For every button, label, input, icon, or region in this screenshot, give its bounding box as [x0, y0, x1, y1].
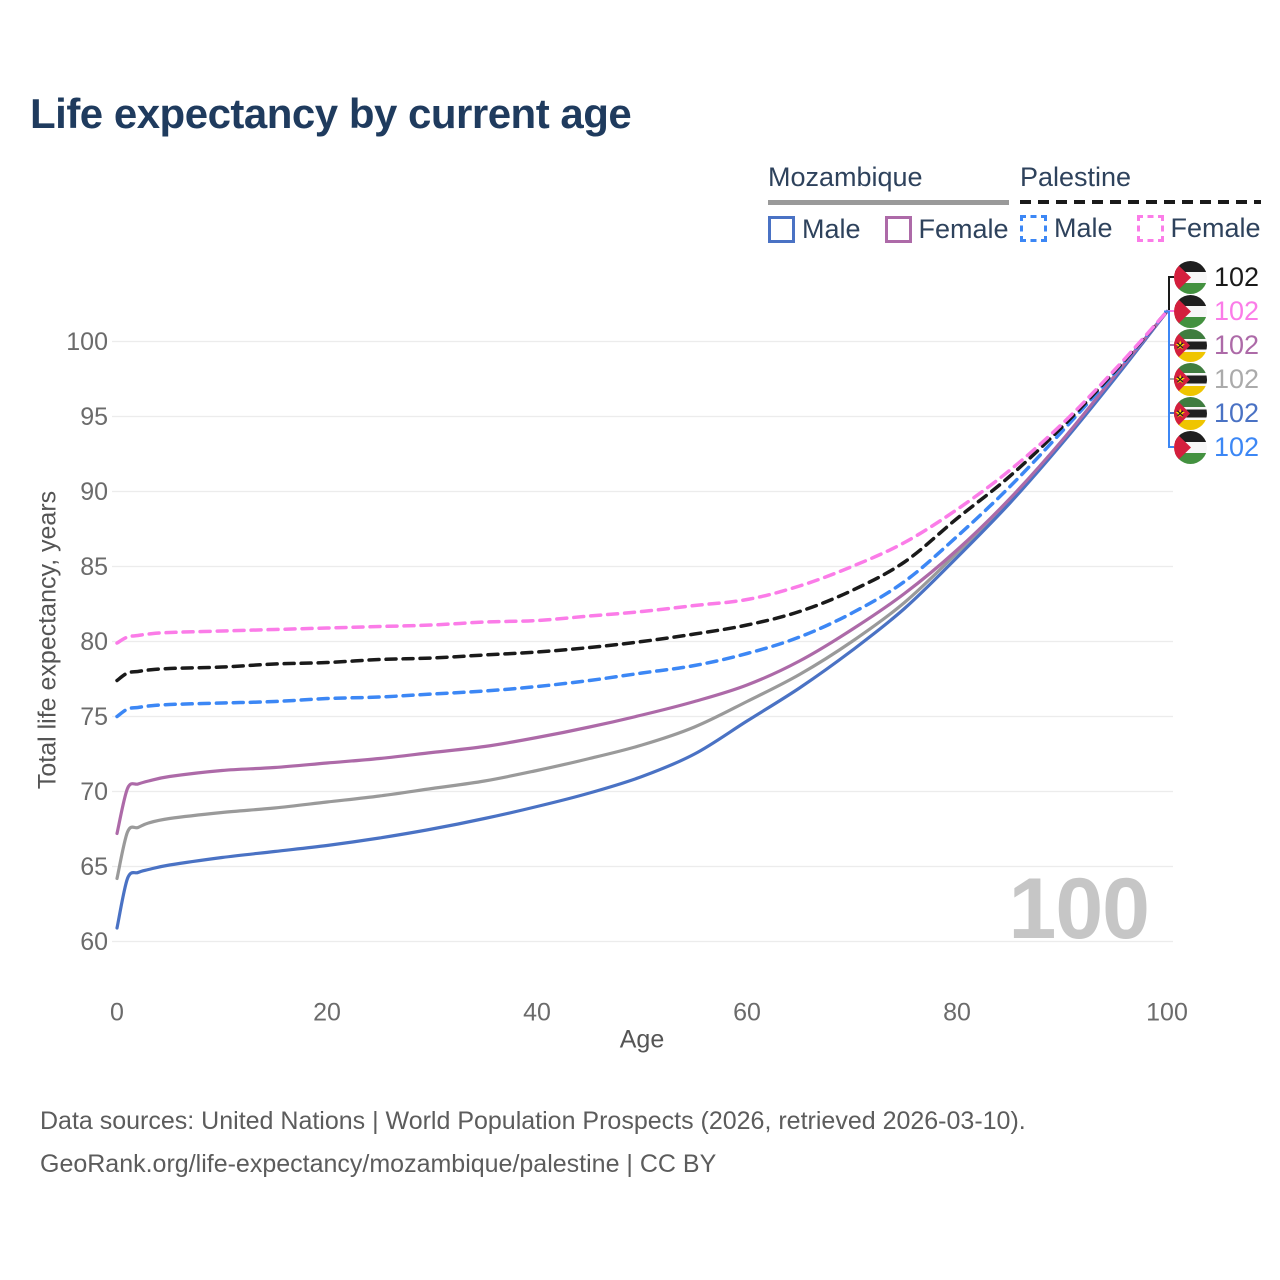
palestine-male-swatch — [1020, 215, 1047, 242]
y-tick-60: 60 — [80, 927, 108, 956]
page-title: Life expectancy by current age — [30, 90, 632, 137]
footer-site-link[interactable]: GeoRank.org/life-expectancy/mozambique/p… — [40, 1150, 717, 1178]
leader-line-pal-both — [1164, 276, 1174, 313]
x-tick-60: 60 — [733, 998, 761, 1027]
series-line-moz-both — [115, 309, 1169, 881]
legend-item-palestine-male: Male — [1020, 213, 1113, 244]
palestine-flag-icon — [1174, 430, 1207, 464]
x-tick-80: 80 — [943, 998, 971, 1027]
legend-label-mozambique-female: Female — [918, 214, 1009, 244]
palestine-flag-circle — [1174, 294, 1207, 328]
end-label-row-pal-male: 102 — [1174, 430, 1260, 464]
palestine-female-swatch — [1136, 215, 1164, 242]
end-value-pal-both: 102 — [1214, 261, 1260, 292]
legend-item-mozambique-male: Male — [768, 214, 861, 245]
y-tick-95: 95 — [80, 402, 108, 431]
legend-country-palestine: Palestine — [1020, 162, 1132, 192]
leader-line-pal-male — [1164, 310, 1174, 448]
mozambique-flag-icon — [1174, 328, 1207, 362]
palestine-flag-circle — [1174, 260, 1207, 294]
end-label-row-moz-both: 102 — [1174, 362, 1260, 396]
legend-country-mozambique: Mozambique — [768, 162, 923, 192]
mozambique-linestyle-sample — [768, 200, 1009, 205]
mozambique-flag-icon — [1174, 396, 1207, 430]
legend-label-palestine-male: Male — [1054, 213, 1113, 243]
legend-label-mozambique-male: Male — [802, 214, 861, 244]
mozambique-flag-icon — [1174, 362, 1207, 396]
end-label-row-moz-male: 102 — [1174, 396, 1260, 430]
y-tick-65: 65 — [80, 852, 108, 881]
legend-group-mozambique: Mozambique Male Female — [768, 162, 1009, 245]
end-value-pal-male: 102 — [1214, 431, 1260, 462]
x-tick-40: 40 — [523, 998, 551, 1027]
mozambique-flag-circle — [1174, 328, 1207, 362]
series-line-moz-female — [115, 309, 1169, 836]
end-value-moz-male: 102 — [1214, 397, 1260, 428]
x-tick-0: 0 — [110, 998, 124, 1027]
series-line-pal-male — [115, 309, 1169, 719]
legend-group-palestine: Palestine Male Female — [1020, 162, 1261, 244]
palestine-flag-icon — [1174, 294, 1207, 328]
series-line-pal-both — [115, 309, 1169, 683]
legend-items-palestine: Male Female — [1020, 213, 1261, 244]
mozambique-flag-circle — [1174, 362, 1207, 396]
end-value-moz-female: 102 — [1214, 329, 1260, 360]
y-tick-85: 85 — [80, 552, 108, 581]
series-line-pal-female — [115, 309, 1169, 645]
palestine-flag-icon — [1174, 260, 1207, 294]
age-counter-watermark: 100 — [1008, 861, 1150, 957]
mozambique-flag-circle — [1174, 396, 1207, 430]
legend-item-palestine-female: Female — [1136, 213, 1261, 244]
footer: Data sources: United Nations | World Pop… — [40, 1100, 1026, 1186]
y-tick-80: 80 — [80, 627, 108, 656]
legend-item-mozambique-female: Female — [884, 214, 1009, 245]
end-value-pal-female: 102 — [1214, 295, 1260, 326]
legend-items-mozambique: Male Female — [768, 214, 1009, 245]
end-value-moz-both: 102 — [1214, 363, 1260, 394]
x-tick-20: 20 — [313, 998, 341, 1027]
end-label-row-moz-female: 102 — [1174, 328, 1260, 362]
x-axis-title: Age — [619, 1025, 665, 1054]
palestine-flag-circle — [1174, 430, 1207, 464]
footer-data-sources: Data sources: United Nations | World Pop… — [40, 1107, 1026, 1135]
legend-label-palestine-female: Female — [1170, 213, 1261, 243]
y-tick-90: 90 — [80, 477, 108, 506]
y-tick-75: 75 — [80, 702, 108, 731]
x-tick-100: 100 — [1146, 998, 1188, 1027]
end-label-row-pal-female: 102 — [1174, 294, 1260, 328]
mozambique-male-swatch — [768, 216, 795, 243]
y-tick-70: 70 — [80, 777, 108, 806]
palestine-linestyle-sample — [1020, 200, 1261, 204]
end-label-row-pal-both: 102 — [1174, 260, 1260, 294]
mozambique-female-swatch — [884, 216, 912, 243]
series-line-moz-male — [115, 309, 1169, 930]
y-tick-100: 100 — [66, 327, 108, 356]
